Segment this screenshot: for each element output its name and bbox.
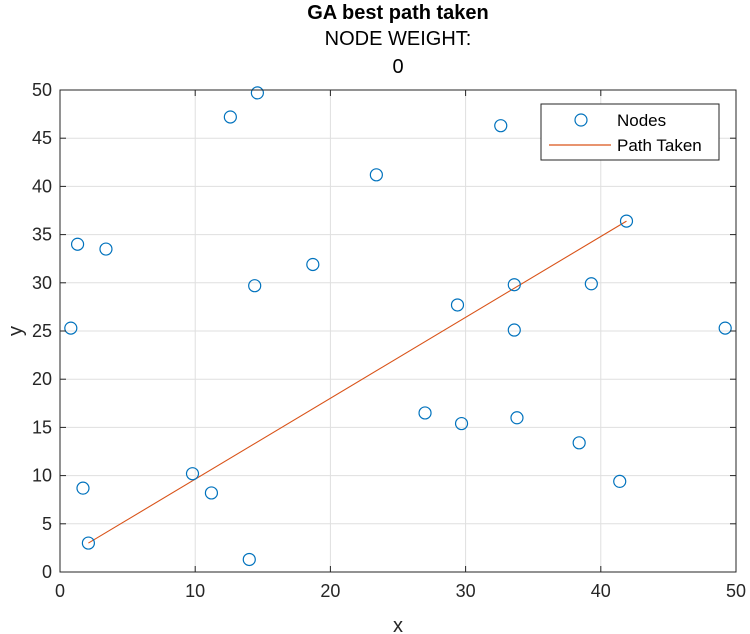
- y-tick-label: 15: [32, 417, 52, 437]
- node-point: [454, 416, 469, 431]
- node-point: [494, 119, 508, 133]
- y-tick-label: 0: [42, 562, 52, 582]
- y-tick-label: 25: [32, 321, 52, 341]
- y-tick-label: 50: [32, 80, 52, 100]
- legend-box: [540, 103, 720, 161]
- nodes-layer: [64, 86, 732, 567]
- node-point: [306, 257, 320, 272]
- node-point: [242, 552, 256, 567]
- node-point: [718, 321, 732, 335]
- y-tick-label: 45: [32, 128, 52, 148]
- x-tick-label: 50: [726, 581, 746, 601]
- chart-subtitle-line-2: 0: [392, 56, 404, 78]
- node-point: [507, 278, 521, 292]
- chart-title: GA best path taken: [307, 2, 489, 24]
- node-point: [418, 406, 432, 420]
- y-tick-label: 40: [32, 176, 52, 196]
- node-point: [572, 436, 586, 450]
- y-tick-label: 5: [42, 514, 52, 534]
- y-tick-label: 30: [32, 273, 52, 293]
- node-point: [185, 467, 200, 481]
- node-point: [613, 474, 627, 488]
- path-layer: [88, 220, 627, 544]
- node-point: [507, 323, 521, 337]
- node-point: [99, 242, 113, 256]
- node-point: [81, 536, 95, 550]
- y-tick-label: 20: [32, 369, 52, 389]
- x-tick-label: 30: [456, 581, 476, 601]
- node-point: [250, 86, 264, 100]
- y-tick-label: 10: [32, 466, 52, 486]
- y-tick-label: 35: [32, 225, 52, 245]
- node-point: [619, 214, 634, 228]
- node-point: [64, 321, 78, 335]
- node-point: [204, 486, 219, 500]
- axis-ticks: 0 10 20 30 40 50 0 5 10 15 20 25 30 35 40 45 50: [32, 80, 746, 601]
- node-point: [76, 481, 90, 495]
- y-axis-label: y: [5, 326, 27, 336]
- title-block: GA best path taken NODE WEIGHT: 0: [60, 0, 736, 81]
- x-axis-label: x: [393, 615, 403, 634]
- node-point: [223, 110, 237, 124]
- x-tick-label: 20: [320, 581, 340, 601]
- node-point: [584, 277, 598, 291]
- x-tick-label: 40: [591, 581, 611, 601]
- node-point: [450, 298, 465, 312]
- legend-path-label: Path Taken: [617, 136, 702, 155]
- legend-nodes-label: Nodes: [617, 111, 666, 130]
- legend-nodes-marker: [574, 113, 588, 127]
- x-tick-label: 0: [55, 581, 65, 601]
- x-tick-label: 10: [185, 581, 205, 601]
- node-point: [248, 279, 262, 293]
- chart-subtitle-line-1: NODE WEIGHT:: [324, 28, 472, 50]
- node-point: [369, 168, 383, 182]
- legend: Nodes Path Taken: [540, 103, 720, 161]
- node-point: [510, 411, 524, 425]
- node-point: [70, 237, 85, 251]
- path-taken-line: [88, 220, 627, 544]
